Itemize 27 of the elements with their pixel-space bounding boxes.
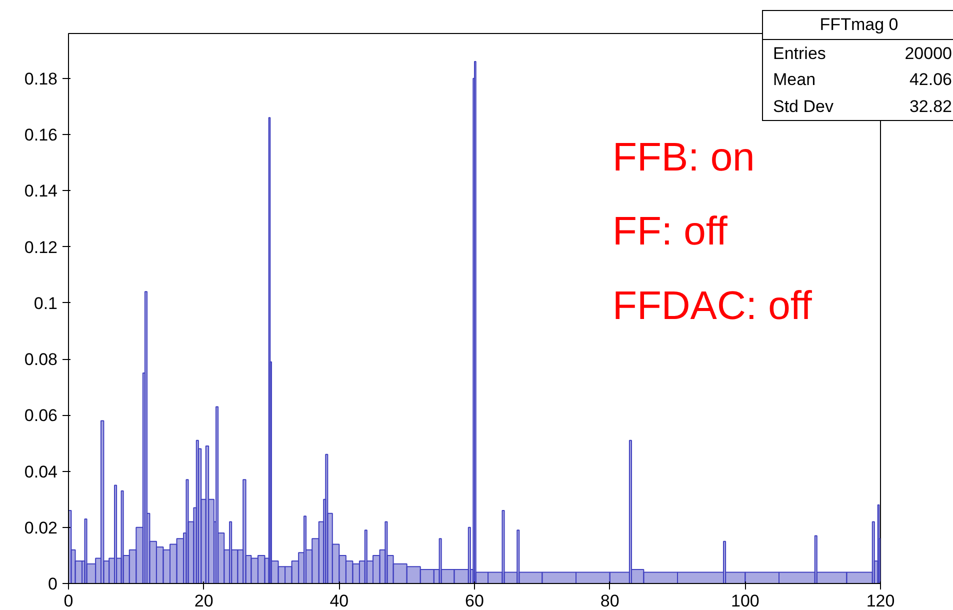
y-tick-label: 0.14 [24, 182, 58, 201]
annotation: Mean [773, 69, 816, 91]
y-tick-label: 0.08 [24, 350, 58, 370]
y-tick-label: 0.12 [24, 238, 58, 257]
x-tick-label: 40 [330, 592, 349, 610]
y-tick-label: 0.1 [34, 294, 58, 313]
y-tick-label: 0.04 [24, 462, 58, 482]
x-tick-label: 100 [730, 592, 760, 610]
annotation: Std Dev [773, 96, 834, 118]
y-tick-label: 0.16 [24, 126, 58, 145]
text: 20000 [904, 43, 952, 65]
x-tick-label: 0 [64, 592, 74, 610]
x-tick-label: 80 [600, 592, 620, 610]
annotation: Entries [773, 43, 826, 65]
y-tick-label: 0.06 [24, 406, 58, 426]
text: 32.82 [909, 96, 952, 118]
text: 42.06 [909, 69, 952, 91]
annotation: FF: off [612, 210, 728, 254]
y-tick-label: 0 [48, 574, 58, 594]
annotation: FFTmag 0 [818, 14, 900, 36]
y-tick-label: 0.02 [24, 518, 58, 538]
y-tick-label: 0.18 [24, 69, 58, 88]
annotation: FFB: on [612, 135, 755, 180]
annotation: FFDAC: off [612, 284, 813, 328]
x-tick-label: 60 [465, 592, 484, 610]
x-tick-label: 120 [866, 592, 895, 610]
x-tick-label: 20 [194, 592, 214, 610]
